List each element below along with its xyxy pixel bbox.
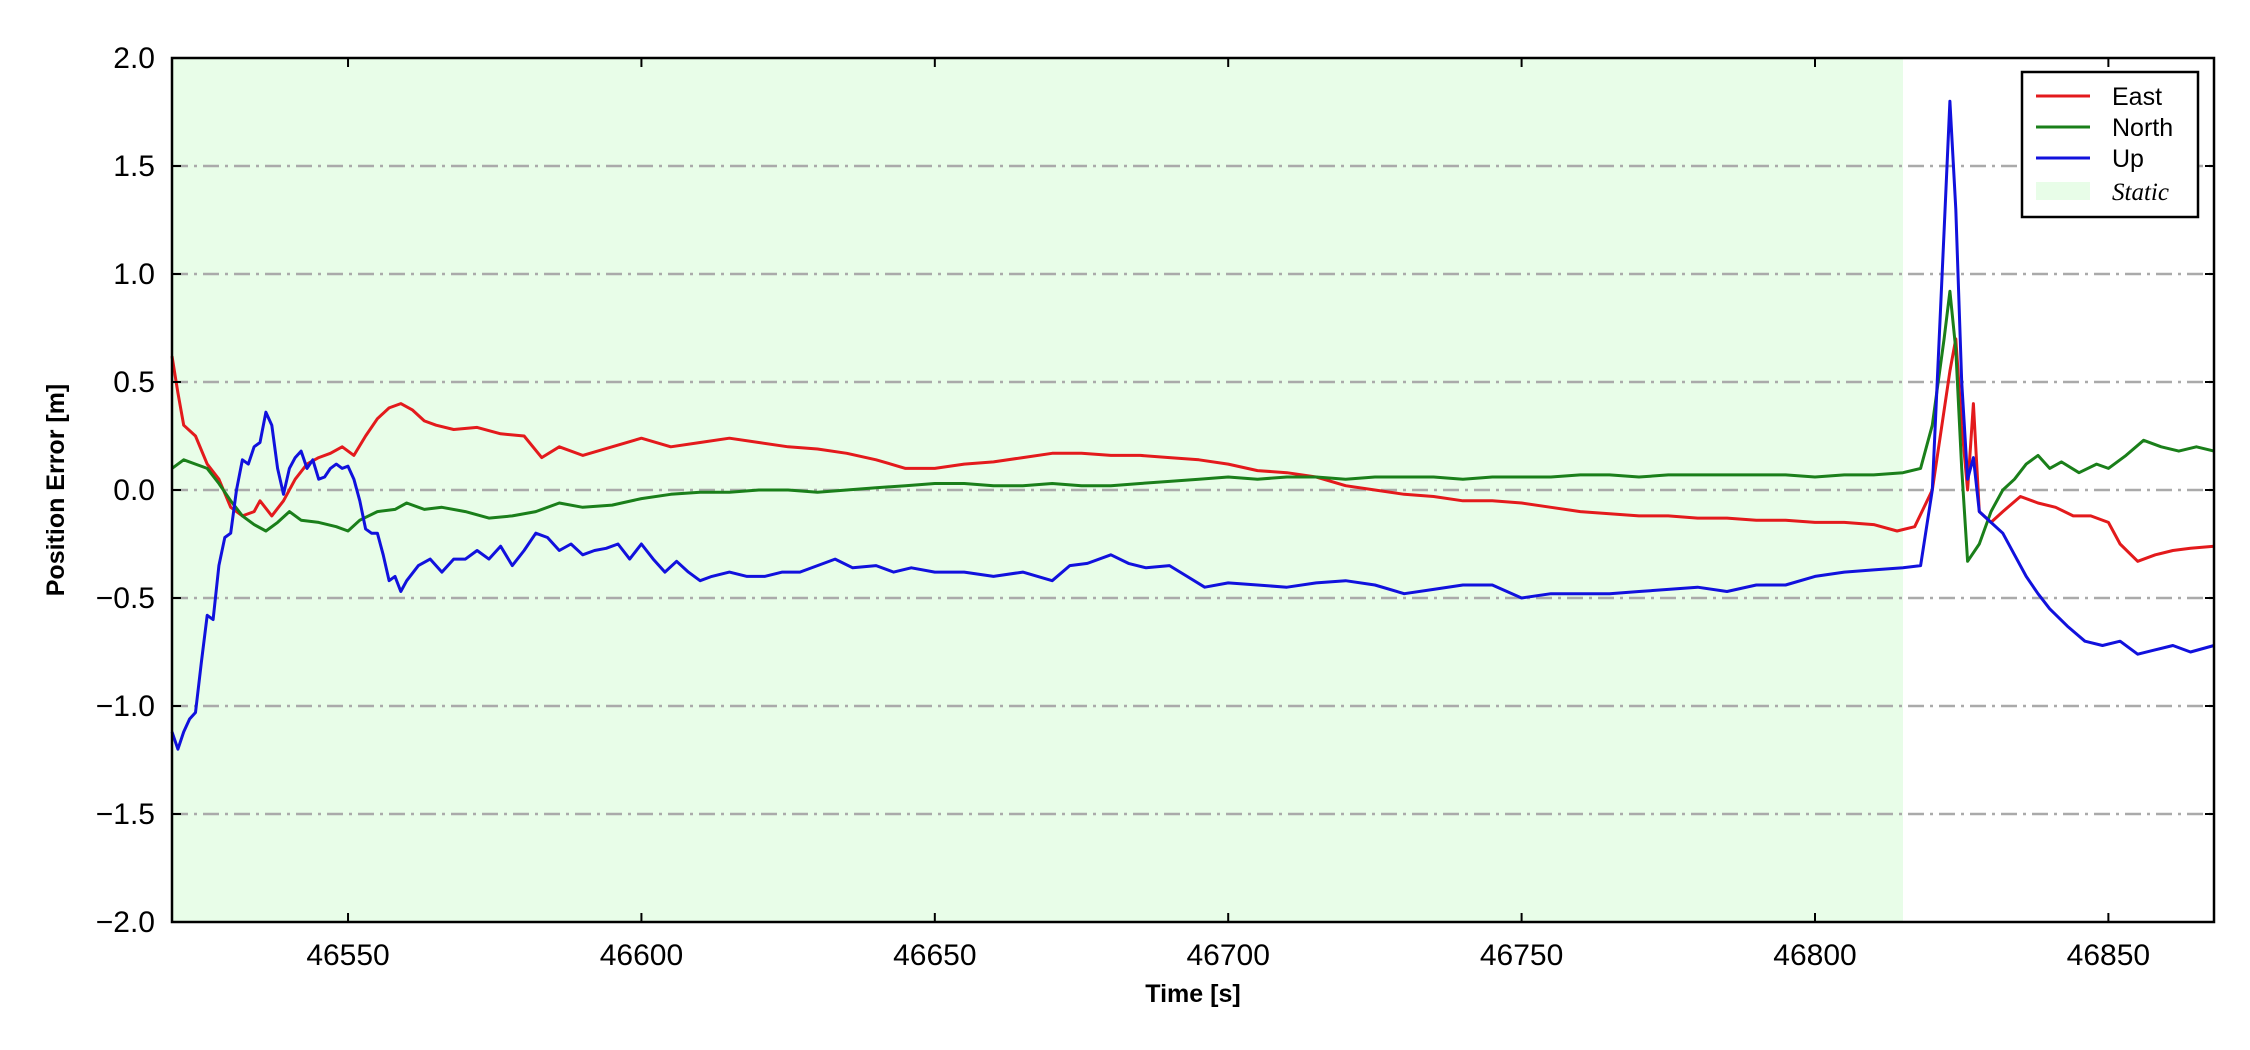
legend-label-up: Up [2112, 145, 2144, 173]
x-tick-label: 46750 [1480, 939, 1563, 972]
legend-label-north: North [2112, 114, 2173, 142]
x-tick-label: 46650 [893, 939, 976, 972]
y-tick-label: 2.0 [113, 42, 155, 75]
legend-label-static: Static [2112, 179, 2169, 206]
y-axis-title: Position Error [m] [42, 384, 70, 597]
x-tick-label: 46800 [1773, 939, 1856, 972]
x-tick-label: 46700 [1186, 939, 1269, 972]
x-tick-label: 46850 [2067, 939, 2150, 972]
y-tick-label: −2.0 [96, 906, 155, 939]
series-line-up [170, 99, 2215, 751]
y-tick-label: 0.5 [113, 366, 155, 399]
y-tick-label: −1.5 [96, 798, 155, 831]
y-tick-label: 0.0 [113, 474, 155, 507]
x-axis-title: Time [s] [1145, 980, 1240, 1008]
x-tick-label: 46550 [306, 939, 389, 972]
y-tick-label: −1.0 [96, 690, 155, 723]
legend-label-east: East [2112, 83, 2162, 111]
y-tick-label: −0.5 [96, 582, 155, 615]
y-tick-label: 1.0 [113, 258, 155, 291]
legend: East North Up Static [2020, 70, 2200, 219]
y-tick-label: 1.5 [113, 150, 155, 183]
x-tick-label: 46600 [600, 939, 683, 972]
series-line-north [171, 289, 2215, 563]
legend-swatch-static [2036, 182, 2090, 200]
